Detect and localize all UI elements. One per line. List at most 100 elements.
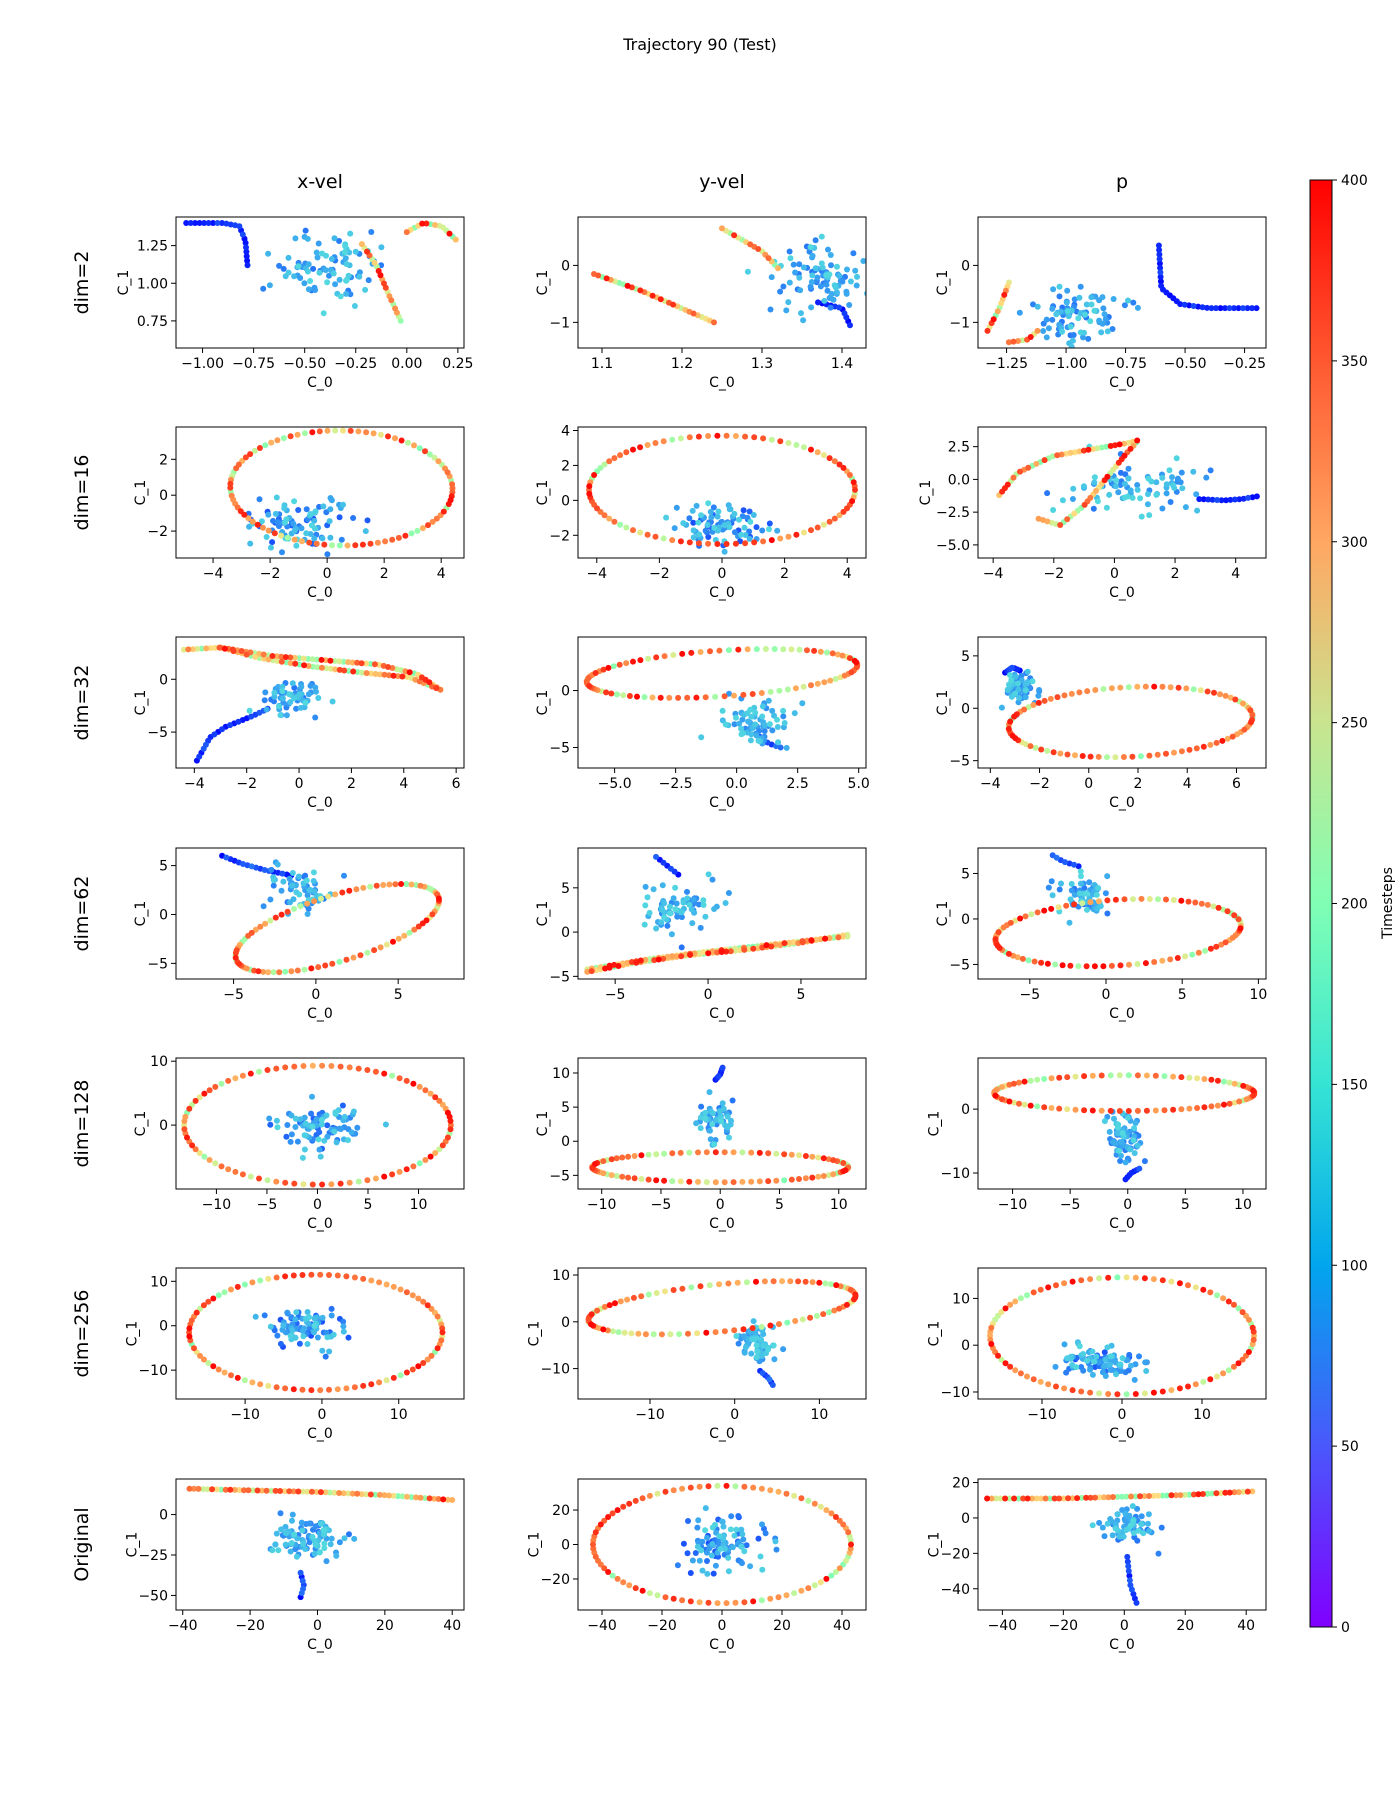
scatter-point — [741, 946, 748, 953]
scatter-point — [1107, 1366, 1114, 1373]
scatter-point — [677, 1178, 684, 1185]
scatter-point — [1121, 440, 1127, 447]
scatter-point — [319, 1062, 326, 1069]
scatter-point — [733, 1333, 740, 1339]
scatter-point — [341, 1113, 348, 1120]
scatter-point — [721, 693, 728, 700]
scatter-point — [295, 507, 302, 513]
scatter-point — [1214, 497, 1221, 503]
scatter-point — [323, 665, 330, 672]
scatter-point — [180, 646, 187, 653]
scatter-point — [830, 1157, 837, 1164]
scatter-point — [1096, 1359, 1102, 1366]
scatter-point — [1205, 496, 1212, 503]
scatter-point — [761, 1278, 768, 1285]
scatter-point — [691, 950, 698, 957]
scatter-point — [428, 1305, 435, 1312]
scatter-point — [699, 1567, 706, 1574]
scatter-point — [686, 434, 693, 441]
scatter-point — [659, 906, 666, 913]
scatter-point — [354, 659, 361, 666]
scatter-point — [771, 1356, 778, 1363]
scatter-point — [710, 1570, 717, 1577]
scatter-point — [368, 1381, 375, 1388]
scatter-point — [1056, 886, 1063, 893]
scatter-point — [350, 954, 357, 961]
scatter-point — [631, 1175, 638, 1182]
x-tick-label: −20 — [1049, 1618, 1079, 1634]
x-tick-label: 0.25 — [442, 356, 473, 372]
scatter-point — [291, 654, 298, 661]
scatter-point — [355, 428, 362, 435]
scatter-point — [1125, 1072, 1132, 1079]
scatter-point — [594, 1307, 601, 1314]
scatter-point — [352, 542, 359, 549]
scatter-point — [1213, 305, 1219, 312]
scatter-point — [1159, 474, 1166, 481]
scatter-point — [724, 1124, 731, 1131]
scatter-point — [779, 1278, 786, 1285]
scatter-point — [267, 1323, 274, 1330]
scatter-point — [1107, 1516, 1114, 1522]
scatter-point — [312, 508, 319, 515]
scatter-points — [183, 220, 459, 324]
scatter-point — [322, 657, 329, 664]
scatter-point — [252, 1313, 259, 1320]
scatter-point — [820, 1173, 827, 1179]
scatter-point — [360, 1382, 367, 1389]
scatter-point — [1054, 694, 1061, 701]
scatter-point — [1082, 311, 1089, 318]
scatter-point — [424, 1302, 431, 1309]
scatter-point — [343, 277, 350, 284]
scatter-point — [351, 1384, 358, 1391]
scatter-point — [775, 1488, 782, 1495]
scatter-point — [350, 1108, 357, 1115]
y-tick-label: −1 — [549, 315, 570, 331]
scatter-point — [752, 709, 759, 716]
scatter-point — [816, 1279, 823, 1286]
scatter-point — [799, 700, 806, 707]
scatter-point — [280, 265, 287, 272]
scatter-point — [200, 1302, 207, 1309]
scatter-point — [336, 658, 343, 665]
scatter-point — [260, 651, 267, 658]
scatter-point — [714, 1600, 721, 1607]
scatter-point — [846, 655, 853, 662]
scatter-point — [709, 876, 716, 883]
scatter-point — [212, 644, 219, 651]
scatter-point — [1010, 338, 1017, 345]
x-tick-label: −0.25 — [334, 356, 377, 372]
scatter-point — [319, 250, 325, 257]
scatter-point — [1116, 1533, 1123, 1540]
scatter-point — [1134, 304, 1141, 311]
scatter-point — [328, 1063, 335, 1069]
scatter-point — [747, 737, 754, 744]
scatter-point — [279, 870, 286, 877]
scatter-point — [272, 914, 279, 921]
scatter-point — [328, 1181, 335, 1188]
scatter-point — [367, 660, 374, 667]
scatter-point — [1090, 505, 1097, 512]
scatter-point — [294, 431, 301, 438]
scatter-point — [725, 1554, 732, 1561]
scatter-point — [601, 461, 608, 468]
scatter-point — [710, 1110, 716, 1117]
scatter-point — [677, 1149, 684, 1156]
scatter-point — [822, 935, 829, 942]
y-tick-label: 0 — [159, 1508, 168, 1524]
axes-frame — [577, 847, 867, 980]
scatter-point — [364, 1177, 371, 1184]
scatter-point — [247, 1070, 254, 1077]
scatter-point — [1213, 943, 1220, 950]
scatter-point — [1154, 751, 1161, 758]
scatter-point — [1119, 1130, 1126, 1136]
scatter-point — [263, 534, 270, 540]
scatter-point — [1226, 305, 1233, 312]
x-axis-label: C_0 — [1109, 1426, 1135, 1442]
scatter-point — [1061, 1341, 1068, 1348]
scatter-point — [336, 514, 343, 521]
scatter-point — [302, 1120, 309, 1127]
